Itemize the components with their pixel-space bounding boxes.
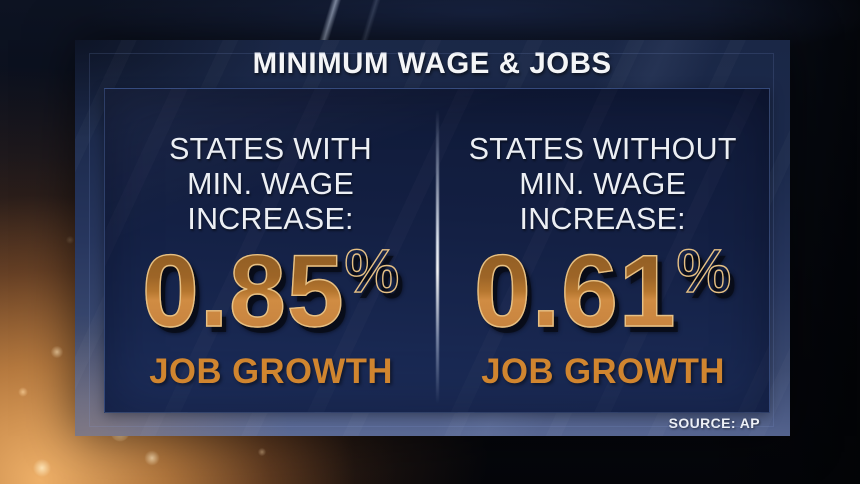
- column-heading: STATES WITHOUT MIN. WAGE INCREASE:: [469, 131, 737, 236]
- number-face-layer: 0.61%: [473, 234, 732, 348]
- heading-line: INCREASE:: [519, 201, 687, 236]
- heading-line: STATES WITHOUT: [469, 131, 737, 166]
- job-growth-value: 0.85% 0.85%: [141, 239, 404, 348]
- job-growth-caption: JOB GROWTH: [149, 352, 393, 391]
- graphic-outer-panel: MINIMUM WAGE & JOBS STATES WITH MIN. WAG…: [75, 40, 790, 436]
- stats-columns: STATES WITH MIN. WAGE INCREASE: 0.85% 0.…: [105, 89, 769, 412]
- job-growth-value: 0.61% 0.61%: [473, 239, 736, 348]
- column-states-with-increase: STATES WITH MIN. WAGE INCREASE: 0.85% 0.…: [105, 89, 437, 412]
- title-band: MINIMUM WAGE & JOBS: [75, 40, 790, 88]
- number-shadow-layer: 0.85%: [147, 246, 405, 348]
- heading-line: STATES WITH: [169, 131, 373, 166]
- stats-inner-panel: STATES WITH MIN. WAGE INCREASE: 0.85% 0.…: [104, 88, 770, 413]
- heading-line: INCREASE:: [187, 201, 355, 236]
- heading-line: MIN. WAGE: [519, 166, 687, 201]
- column-heading: STATES WITH MIN. WAGE INCREASE:: [170, 131, 373, 236]
- heading-line: MIN. WAGE: [187, 166, 355, 201]
- page-title: MINIMUM WAGE & JOBS: [252, 47, 613, 80]
- column-states-without-increase: STATES WITHOUT MIN. WAGE INCREASE: 0.61%…: [437, 89, 769, 412]
- source-attribution: SOURCE: AP: [668, 415, 760, 431]
- number-shadow-layer: 0.61%: [479, 246, 737, 348]
- job-growth-caption: JOB GROWTH: [481, 352, 725, 391]
- number-face-layer: 0.85%: [141, 234, 400, 348]
